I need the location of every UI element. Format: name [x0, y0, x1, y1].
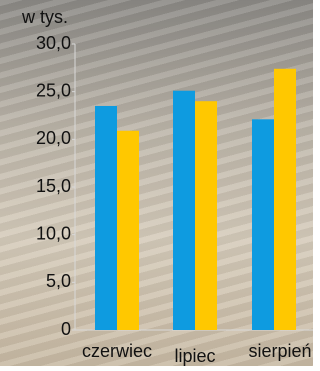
- y-tick-label: 30,0: [36, 33, 71, 53]
- y-tick-label: 25,0: [36, 80, 71, 100]
- bar: [173, 91, 195, 330]
- bar: [117, 131, 139, 330]
- bar: [95, 106, 117, 330]
- y-tick-label: 10,0: [36, 223, 71, 243]
- x-tick-label: czerwiec: [82, 341, 152, 361]
- y-tick-label: 0: [61, 319, 71, 339]
- x-tick-label: sierpień: [248, 341, 311, 361]
- y-tick-label: 15,0: [36, 176, 71, 196]
- screenshot: w tys. 0 5,0 10,0 15,0 20,0 25,0 30,0 czerwiec l…: [0, 0, 313, 366]
- y-tick-label: 5,0: [46, 271, 71, 291]
- chart: w tys. 0 5,0 10,0 15,0 20,0 25,0 30,0 czerwiec l…: [0, 0, 313, 366]
- bar: [195, 101, 217, 330]
- bar: [274, 69, 296, 330]
- x-tick-label: lipiec: [174, 346, 215, 366]
- y-axis-label: w tys.: [21, 7, 68, 27]
- bar: [252, 119, 274, 330]
- y-tick-label: 20,0: [36, 128, 71, 148]
